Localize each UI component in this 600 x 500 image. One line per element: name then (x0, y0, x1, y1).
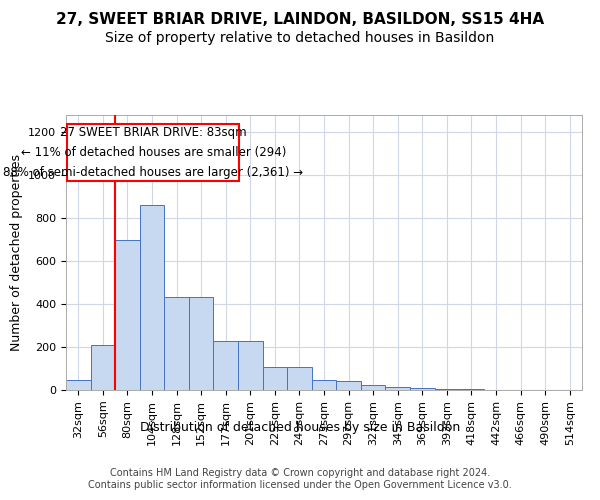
Bar (336, 382, 361, 390)
Bar (91, 345, 115, 390)
Bar (263, 368, 287, 390)
Bar (214, 340, 238, 390)
Bar (410, 388, 434, 390)
Bar (287, 368, 312, 390)
Bar (140, 205, 164, 390)
Bar (434, 389, 459, 390)
Text: 27, SWEET BRIAR DRIVE, LAINDON, BASILDON, SS15 4HA: 27, SWEET BRIAR DRIVE, LAINDON, BASILDON… (56, 12, 544, 28)
Bar (238, 340, 263, 390)
Text: Contains HM Land Registry data © Crown copyright and database right 2024.
Contai: Contains HM Land Registry data © Crown c… (88, 468, 512, 490)
Bar (385, 387, 410, 390)
Bar (312, 380, 336, 390)
FancyBboxPatch shape (67, 124, 239, 180)
Bar (66, 380, 91, 390)
Text: Size of property relative to detached houses in Basildon: Size of property relative to detached ho… (106, 31, 494, 45)
Bar (115, 240, 140, 390)
Text: 27 SWEET BRIAR DRIVE: 83sqm
← 11% of detached houses are smaller (294)
88% of se: 27 SWEET BRIAR DRIVE: 83sqm ← 11% of det… (3, 126, 303, 178)
Y-axis label: Number of detached properties: Number of detached properties (10, 154, 23, 351)
Bar (361, 384, 385, 390)
Text: Distribution of detached houses by size in Basildon: Distribution of detached houses by size … (140, 421, 460, 434)
Bar (189, 296, 214, 390)
Bar (164, 296, 189, 390)
